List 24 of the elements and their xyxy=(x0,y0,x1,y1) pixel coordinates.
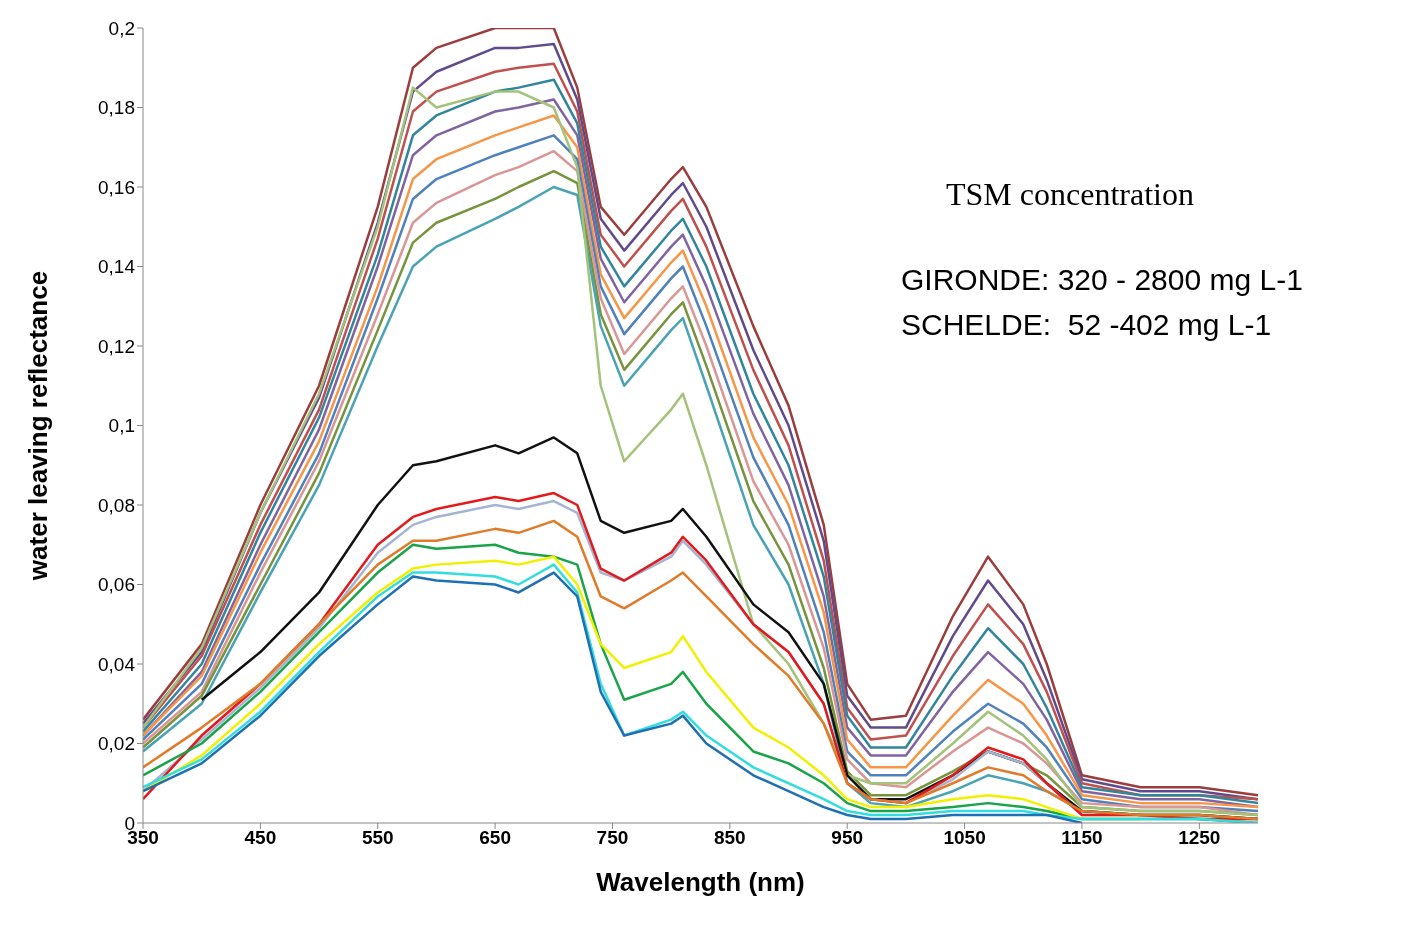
y-tick-label: 0,1 xyxy=(108,415,135,437)
x-tick-label: 850 xyxy=(713,827,746,849)
x-tick-label: 550 xyxy=(361,827,394,849)
y-tick-label: 0,14 xyxy=(98,256,136,278)
x-tick-label: 1250 xyxy=(1178,827,1221,849)
annotation: SCHELDE: 52 -402 mg L-1 xyxy=(901,308,1272,342)
x-axis-title: Wavelength (nm) xyxy=(596,867,805,897)
x-tick-label: 1050 xyxy=(943,827,986,849)
x-tick-label: 950 xyxy=(831,827,864,849)
x-tick-label: 450 xyxy=(244,827,277,849)
y-tick-label: 0,04 xyxy=(98,653,136,675)
y-tick-label: 0,02 xyxy=(98,733,135,755)
y-tick-label: 0,18 xyxy=(98,97,135,119)
annotation: TSM concentration xyxy=(946,176,1194,213)
y-tick-label: 0,08 xyxy=(98,494,135,516)
annotation: GIRONDE: 320 - 2800 mg L-1 xyxy=(901,263,1303,297)
x-tick-label: 650 xyxy=(479,827,511,849)
y-tick-label: 0,06 xyxy=(98,574,135,596)
y-axis-title: water leaving reflectance xyxy=(23,270,54,582)
x-tick-label: 1150 xyxy=(1061,827,1103,849)
y-tick-label: 0,12 xyxy=(98,335,135,357)
y-tick-label: 0,16 xyxy=(98,176,135,198)
x-tick-label: 750 xyxy=(596,827,629,849)
y-tick-label: 0,2 xyxy=(108,17,135,39)
